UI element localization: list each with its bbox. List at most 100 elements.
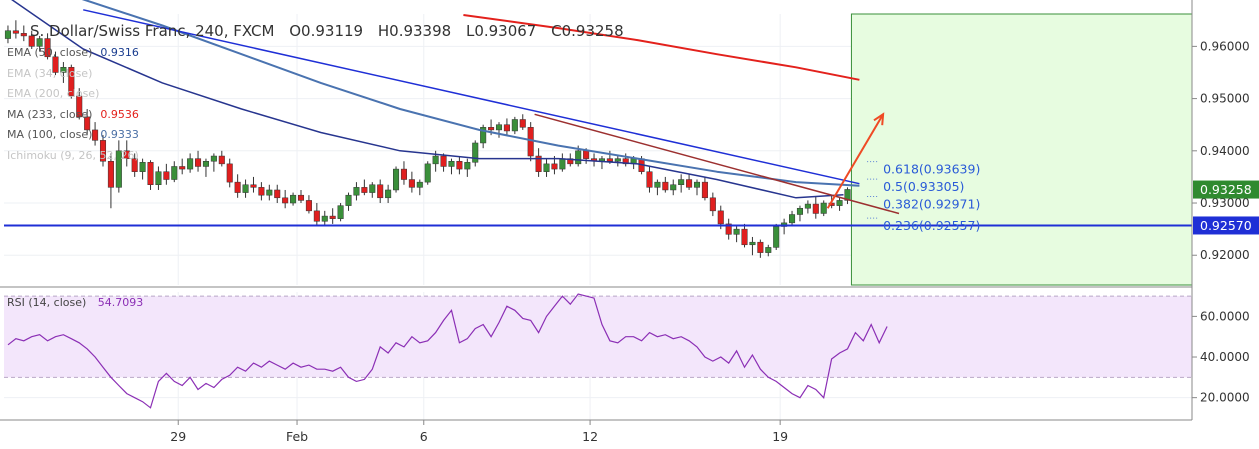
symbol-title: S. Dollar/Swiss Franc, 240, FXCM: [30, 22, 275, 40]
candle-body-down: [567, 158, 574, 165]
fib-label: 0.5(0.93305): [883, 179, 964, 194]
candle-body-down: [686, 179, 693, 188]
candle-body-up: [472, 142, 479, 163]
rsi-tick-label: 60.0000: [1200, 309, 1250, 323]
rsi-tick-label: 20.0000: [1200, 391, 1250, 405]
price-tick-label: 0.93000: [1200, 196, 1250, 210]
candle-body-up: [796, 207, 803, 215]
candle-body-down: [408, 179, 415, 188]
rsi-tick-label: 40.0000: [1200, 350, 1250, 364]
current-price-tag: 0.93258: [1200, 182, 1252, 197]
candle-body-down: [583, 150, 590, 159]
candle-body-up: [678, 179, 685, 185]
candlesticks: [4, 20, 851, 258]
candle-body-down: [503, 124, 510, 132]
candle-body-down: [52, 56, 59, 73]
indicator-legend-item: MA (233, close) 0.9536: [7, 108, 139, 121]
candle-body-down: [717, 210, 724, 225]
candle-body-up: [448, 160, 455, 167]
candle-body-down: [131, 158, 138, 172]
candle-body-down: [361, 187, 368, 193]
candle-body-down: [179, 166, 186, 170]
support-price-tag: 0.92570: [1200, 218, 1252, 233]
time-tick-label: 12: [582, 429, 598, 444]
price-tick-label: 0.94000: [1200, 144, 1250, 158]
indicator-value: 0.9333: [100, 128, 139, 141]
candle-body-up: [495, 124, 503, 131]
candle-body-up: [139, 162, 146, 172]
rsi-pane: [4, 293, 1192, 409]
candle-body-up: [210, 155, 217, 162]
candle-body-down: [400, 168, 407, 180]
candle-body-down: [68, 67, 75, 97]
candle-body-down: [313, 210, 320, 222]
candle-body-down: [757, 241, 764, 253]
candle-body-up: [804, 203, 811, 209]
candle-body-down: [250, 184, 257, 188]
candle-body-down: [84, 116, 91, 131]
candle-body-down: [701, 181, 708, 199]
time-tick-label: 19: [772, 429, 788, 444]
rsi-label-text: RSI (14, close): [7, 296, 87, 309]
candle-body-down: [234, 181, 241, 193]
price-tags: 0.93258 0.92570: [1193, 180, 1259, 235]
rsi-band: [4, 296, 1192, 378]
candle-body-up: [733, 228, 740, 235]
indicator-label: EMA (200, close): [7, 87, 100, 100]
high-value: H0.93398: [377, 22, 452, 40]
indicator-value: 0.9316: [100, 46, 139, 59]
projection-arrow-head: [873, 112, 885, 126]
candle-body-up: [36, 38, 43, 47]
candle-body-up: [789, 214, 796, 224]
candle-body-up: [4, 30, 11, 39]
fib-label: 0.618(0.93639): [883, 162, 980, 177]
support-price-tag-bg: [1193, 216, 1259, 235]
candle-body-up: [115, 150, 122, 188]
fibonacci-levels: 0.618(0.93639) 0.5(0.93305) 0.382(0.92971)…: [867, 161, 980, 233]
candle-body-down: [329, 215, 336, 219]
candle-body-down: [527, 127, 534, 157]
indicator-label: MA (233, close): [7, 107, 93, 121]
candle-body-down: [92, 129, 99, 141]
candle-body-up: [290, 194, 297, 204]
candle-body-down: [274, 189, 281, 199]
candle-body-up: [670, 184, 677, 191]
candle-body-down: [606, 158, 613, 162]
time-tick-label: 29: [170, 429, 186, 444]
indicator-legend-item: MA (100, close) 0.9333: [7, 128, 139, 141]
candle-body-up: [543, 163, 550, 172]
candle-body-down: [28, 35, 35, 47]
candle-body-down: [709, 197, 716, 212]
candle-body-down: [551, 163, 558, 170]
candle-body-down: [258, 187, 265, 196]
candle-body-down: [725, 223, 732, 235]
candle-body-up: [187, 158, 194, 170]
candle-body-up: [242, 184, 249, 193]
candle-body-up: [432, 155, 439, 165]
candle-body-up: [424, 163, 431, 183]
time-tick-label: Feb: [286, 429, 308, 444]
fib-label: 0.236(0.92557): [883, 218, 980, 233]
candle-body-up: [171, 166, 178, 180]
candle-body-up: [385, 189, 392, 199]
indicator-label: EMA (34, close): [7, 66, 93, 80]
candle-body-down: [107, 160, 114, 188]
candle-body-up: [575, 150, 582, 165]
candle-body-up: [559, 158, 566, 170]
candle-body-up: [820, 202, 827, 214]
price-tick-label: 0.96000: [1200, 39, 1250, 53]
candle-body-up: [749, 241, 756, 246]
candle-body-up: [773, 226, 780, 248]
candle-body-down: [195, 158, 202, 167]
candle-body-down: [646, 171, 653, 188]
candle-body-down: [218, 155, 225, 165]
ma233-line: [463, 14, 860, 81]
candle-body-down: [226, 163, 233, 183]
candle-body-down: [305, 200, 312, 212]
candle-body-down: [488, 127, 495, 131]
candle-body-up: [393, 168, 400, 191]
candle-body-up: [836, 200, 843, 206]
candle-body-up: [345, 194, 352, 206]
